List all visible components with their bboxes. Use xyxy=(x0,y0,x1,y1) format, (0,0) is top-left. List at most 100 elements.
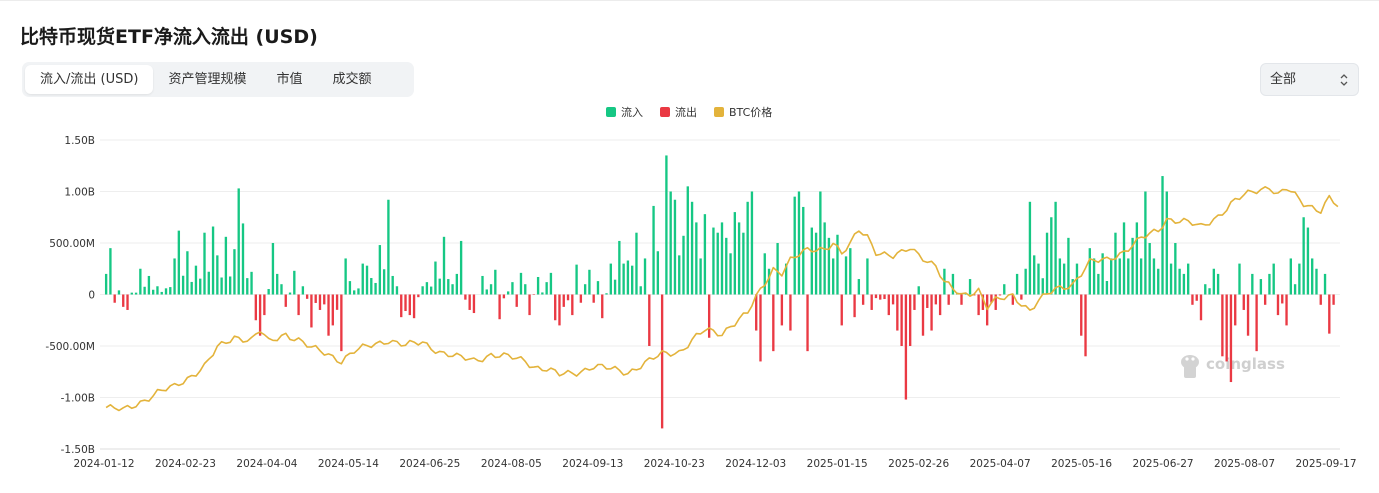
inflow-bar[interactable] xyxy=(211,226,215,295)
inflow-bar[interactable] xyxy=(353,290,356,295)
outflow-bar[interactable] xyxy=(879,294,882,300)
inflow-bar[interactable] xyxy=(134,292,138,295)
inflow-bar[interactable] xyxy=(152,289,155,295)
inflow-bar[interactable] xyxy=(622,263,625,295)
inflow-bar[interactable] xyxy=(506,291,510,295)
outflow-bar[interactable] xyxy=(780,294,784,326)
outflow-bar[interactable] xyxy=(1011,294,1014,305)
inflow-bar[interactable] xyxy=(438,278,441,295)
inflow-bar[interactable] xyxy=(1169,263,1173,295)
inflow-bar[interactable] xyxy=(695,222,698,295)
inflow-bar[interactable] xyxy=(673,199,677,295)
outflow-bar[interactable] xyxy=(1195,294,1198,301)
inflow-bar[interactable] xyxy=(703,214,707,295)
outflow-bar[interactable] xyxy=(263,294,266,316)
outflow-bar[interactable] xyxy=(755,294,758,331)
inflow-bar[interactable] xyxy=(1139,258,1143,295)
inflow-bar[interactable] xyxy=(374,282,377,295)
outflow-bar[interactable] xyxy=(314,294,317,303)
inflow-bar[interactable] xyxy=(750,191,754,295)
inflow-bar[interactable] xyxy=(1157,268,1160,295)
inflow-bar[interactable] xyxy=(678,255,681,295)
inflow-bar[interactable] xyxy=(173,258,176,295)
inflow-bar[interactable] xyxy=(1131,237,1134,295)
inflow-bar[interactable] xyxy=(968,279,972,295)
inflow-bar[interactable] xyxy=(1182,273,1186,295)
inflow-bar[interactable] xyxy=(686,186,689,295)
inflow-bar[interactable] xyxy=(1101,253,1104,295)
inflow-bar[interactable] xyxy=(690,201,694,295)
tab-market-cap[interactable]: 市值 xyxy=(276,72,303,87)
outflow-bar[interactable] xyxy=(310,294,313,328)
inflow-bar[interactable] xyxy=(228,276,232,295)
inflow-bar[interactable] xyxy=(1028,201,1032,295)
inflow-bar[interactable] xyxy=(1311,258,1314,295)
inflow-bar[interactable] xyxy=(361,263,364,295)
inflow-bar[interactable] xyxy=(1015,273,1019,295)
outflow-bar[interactable] xyxy=(498,294,501,320)
inflow-bar[interactable] xyxy=(699,258,702,295)
outflow-bar[interactable] xyxy=(528,294,531,316)
outflow-bar[interactable] xyxy=(874,294,878,299)
inflow-bar[interactable] xyxy=(776,243,779,295)
outflow-bar[interactable] xyxy=(887,294,890,316)
outflow-bar[interactable] xyxy=(468,294,471,310)
outflow-bar[interactable] xyxy=(1225,294,1228,362)
outflow-bar[interactable] xyxy=(853,294,856,318)
inflow-bar[interactable] xyxy=(814,232,818,295)
inflow-bar[interactable] xyxy=(1050,217,1053,295)
inflow-bar[interactable] xyxy=(819,191,822,295)
inflow-bar[interactable] xyxy=(1071,279,1074,295)
inflow-bar[interactable] xyxy=(1135,222,1139,295)
inflow-bar[interactable] xyxy=(1302,217,1305,295)
inflow-bar[interactable] xyxy=(725,237,728,295)
inflow-bar[interactable] xyxy=(1127,258,1130,295)
inflow-bar[interactable] xyxy=(207,271,210,295)
inflow-bar[interactable] xyxy=(665,155,668,295)
inflow-bar[interactable] xyxy=(746,201,749,295)
inflow-bar[interactable] xyxy=(194,265,198,295)
tab-aum[interactable]: 资产管理规模 xyxy=(168,72,247,87)
outflow-bar[interactable] xyxy=(562,294,565,307)
inflow-bar[interactable] xyxy=(866,258,869,295)
inflow-bar[interactable] xyxy=(391,275,394,295)
inflow-bar[interactable] xyxy=(395,286,399,295)
outflow-bar[interactable] xyxy=(921,294,925,336)
inflow-bar[interactable] xyxy=(224,236,228,295)
inflow-bar[interactable] xyxy=(370,278,373,295)
inflow-bar[interactable] xyxy=(459,240,463,295)
outflow-bar[interactable] xyxy=(990,294,993,303)
outflow-bar[interactable] xyxy=(404,294,407,311)
inflow-bar[interactable] xyxy=(481,275,484,295)
outflow-bar[interactable] xyxy=(1242,294,1245,310)
outflow-bar[interactable] xyxy=(113,294,116,303)
inflow-bar[interactable] xyxy=(1165,191,1168,295)
outflow-bar[interactable] xyxy=(707,294,711,338)
inflow-bar[interactable] xyxy=(849,248,852,295)
inflow-bar[interactable] xyxy=(139,268,142,295)
outflow-bar[interactable] xyxy=(947,294,950,305)
outflow-bar[interactable] xyxy=(759,294,762,362)
range-select[interactable]: 全部 xyxy=(1260,63,1359,96)
outflow-bar[interactable] xyxy=(464,294,467,300)
outflow-bar[interactable] xyxy=(648,294,651,347)
outflow-bar[interactable] xyxy=(1229,294,1233,383)
outflow-bar[interactable] xyxy=(1199,294,1203,321)
inflow-bar[interactable] xyxy=(609,263,612,295)
outflow-bar[interactable] xyxy=(502,294,506,299)
inflow-bar[interactable] xyxy=(643,258,647,295)
inflow-bar[interactable] xyxy=(1062,263,1066,295)
inflow-bar[interactable] xyxy=(250,271,253,295)
outflow-bar[interactable] xyxy=(1285,294,1288,326)
inflow-bar[interactable] xyxy=(1174,243,1177,295)
inflow-bar[interactable] xyxy=(1045,232,1049,295)
legend-item[interactable]: BTC价格 xyxy=(714,105,772,119)
outflow-bar[interactable] xyxy=(861,294,865,305)
inflow-bar[interactable] xyxy=(716,232,719,295)
inflow-bar[interactable] xyxy=(712,227,715,295)
inflow-bar[interactable] xyxy=(425,282,429,295)
inflow-bar[interactable] xyxy=(485,289,488,295)
outflow-bar[interactable] xyxy=(1080,294,1083,336)
inflow-bar[interactable] xyxy=(1259,279,1263,295)
inflow-bar[interactable] xyxy=(1208,288,1211,295)
